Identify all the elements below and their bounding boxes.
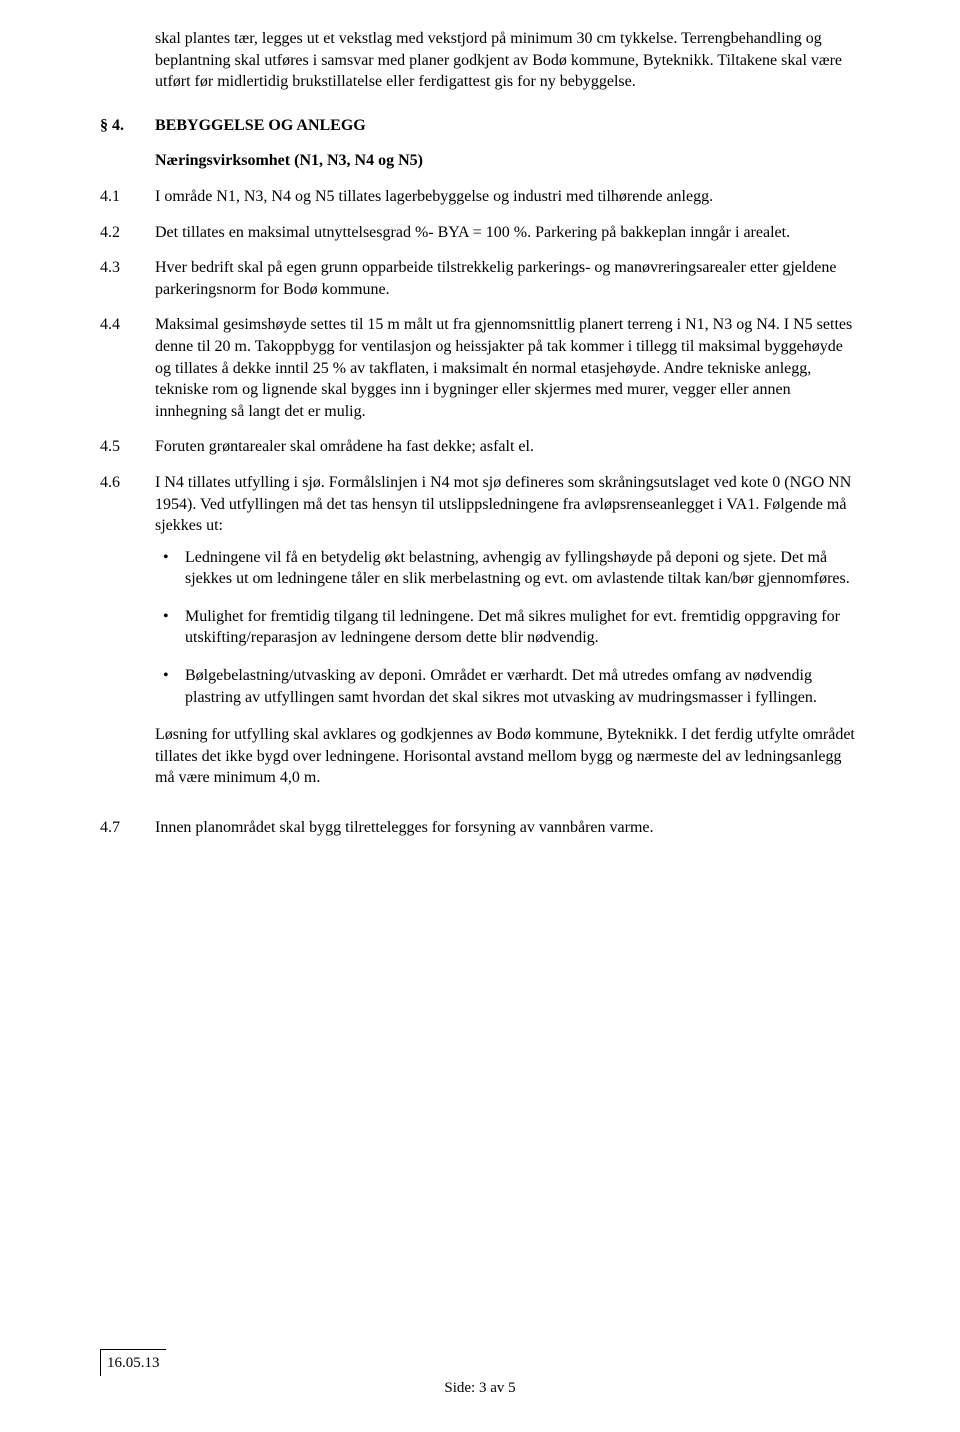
clause-4-4-number: 4.4 (100, 314, 155, 336)
section-4-title: BEBYGGELSE OG ANLEGG (155, 115, 860, 137)
clause-4-4-text: Maksimal gesimshøyde settes til 15 m mål… (155, 314, 860, 422)
clause-4-2: 4.2 Det tillates en maksimal utnyttelses… (100, 222, 860, 244)
clause-4-6: 4.6 I N4 tillates utfylling i sjø. Formå… (100, 472, 860, 803)
page-footer: 16.05.13 Side: 3 av 5 (100, 1349, 860, 1399)
clause-4-1-text: I område N1, N3, N4 og N5 tillates lager… (155, 186, 860, 208)
clause-4-3-text: Hver bedrift skal på egen grunn opparbei… (155, 257, 860, 300)
clause-4-1: 4.1 I område N1, N3, N4 og N5 tillates l… (100, 186, 860, 208)
clause-4-3: 4.3 Hver bedrift skal på egen grunn oppa… (100, 257, 860, 300)
clause-4-7-number: 4.7 (100, 817, 155, 839)
clause-4-6-text: I N4 tillates utfylling i sjø. Formålsli… (155, 472, 860, 537)
clause-4-4: 4.4 Maksimal gesimshøyde settes til 15 m… (100, 314, 860, 422)
clause-4-1-number: 4.1 (100, 186, 155, 208)
clause-4-3-number: 4.3 (100, 257, 155, 279)
clause-4-2-number: 4.2 (100, 222, 155, 244)
clause-4-6-bullet-1: Ledningene vil få en betydelig økt belas… (155, 547, 860, 590)
footer-page-number: Side: 3 av 5 (100, 1378, 860, 1398)
clause-4-6-body: I N4 tillates utfylling i sjø. Formålsli… (155, 472, 860, 803)
section-4-number: § 4. (100, 115, 155, 137)
section-4-heading: § 4. BEBYGGELSE OG ANLEGG (100, 115, 860, 137)
clause-4-6-bullets: Ledningene vil få en betydelig økt belas… (155, 547, 860, 709)
clause-4-5-text: Foruten grøntarealer skal områdene ha fa… (155, 436, 860, 458)
clause-4-6-bullet-3: Bølgebelastning/utvasking av deponi. Omr… (155, 665, 860, 708)
clause-4-7-text: Innen planområdet skal bygg tilrettelegg… (155, 817, 860, 839)
clause-4-6-bullet-2: Mulighet for fremtidig tilgang til ledni… (155, 606, 860, 649)
clause-4-2-text: Det tillates en maksimal utnyttelsesgrad… (155, 222, 860, 244)
clause-4-5-number: 4.5 (100, 436, 155, 458)
footer-date: 16.05.13 (100, 1349, 166, 1376)
clause-4-6-number: 4.6 (100, 472, 155, 494)
clause-4-5: 4.5 Foruten grøntarealer skal områdene h… (100, 436, 860, 458)
clause-4-6-after: Løsning for utfylling skal avklares og g… (155, 724, 860, 789)
footer-side-label: Side: (444, 1380, 475, 1396)
document-page: skal plantes tær, legges ut et vekstlag … (0, 0, 960, 1432)
section-4-subheading: Næringsvirksomhet (N1, N3, N4 og N5) (155, 150, 860, 172)
footer-side-value: 3 av 5 (479, 1380, 516, 1396)
intro-paragraph: skal plantes tær, legges ut et vekstlag … (155, 28, 860, 93)
clause-4-7: 4.7 Innen planområdet skal bygg tilrette… (100, 817, 860, 839)
